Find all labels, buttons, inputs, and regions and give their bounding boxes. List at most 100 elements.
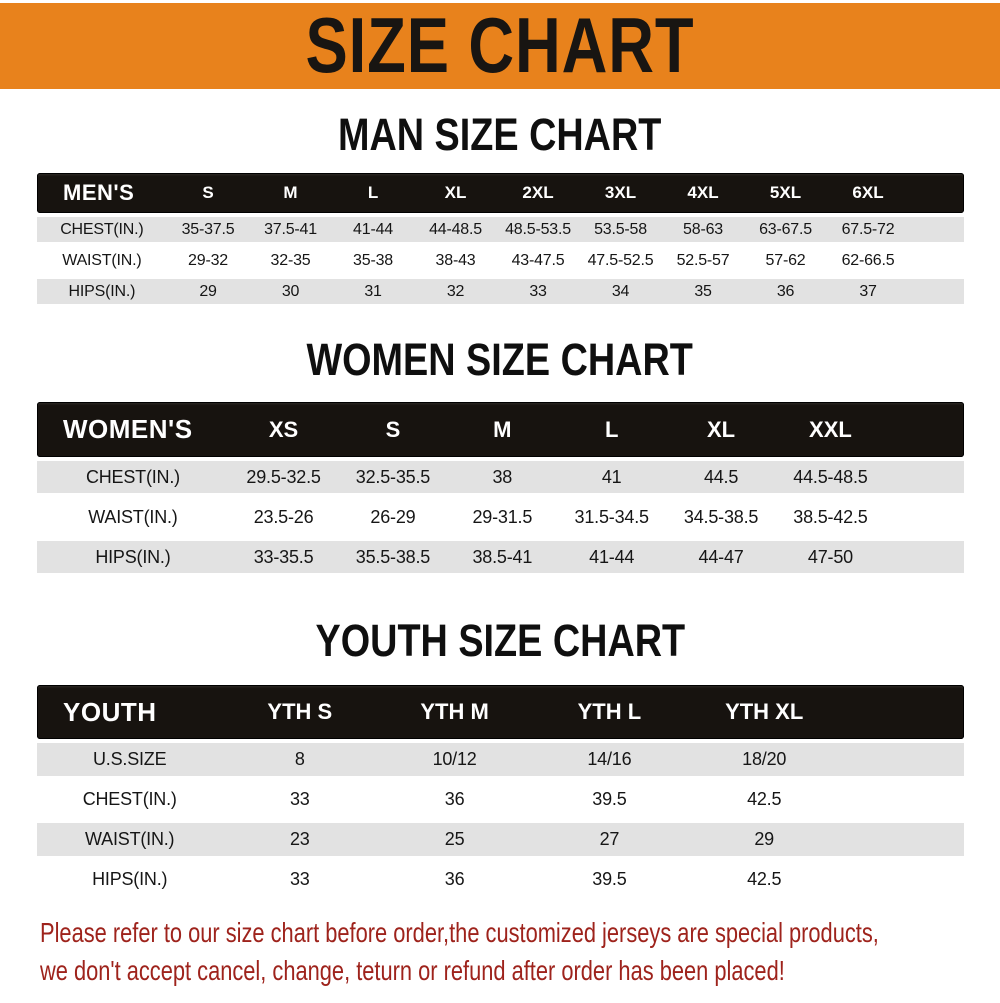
row-label: U.S.SIZE: [92, 749, 167, 769]
row-label: CHEST(IN.): [85, 466, 180, 487]
size-column-header: L: [604, 416, 619, 442]
youth-header-label: YOUTH: [63, 696, 157, 727]
size-column-header: 6XL: [852, 183, 884, 202]
size-value-cell: 27: [599, 829, 620, 849]
size-value-cell: 38.5-42.5: [793, 506, 868, 527]
size-value-cell: 44.5: [703, 466, 739, 487]
size-value-cell: 32-35: [270, 251, 311, 269]
mens-table-rows: CHEST(IN.) 35-37.5 37.5-41 41-44 44-48.5 48.5…: [37, 217, 964, 304]
women-section-title-text: WOMEN SIZE CHART: [306, 334, 694, 385]
size-value-cell: 63-67.5: [759, 220, 812, 238]
size-value-cell: 37.5-41: [264, 220, 317, 238]
size-value-cell: 38.5-41: [472, 546, 533, 567]
banner: SIZE CHART: [0, 3, 1000, 89]
size-column-header: YTH L: [577, 699, 642, 724]
mens-header-label: MEN'S: [63, 180, 135, 205]
size-value-cell: 35-38: [353, 251, 393, 269]
size-value-cell: 33: [529, 282, 547, 300]
row-label: CHEST(IN.): [60, 220, 144, 238]
size-value-cell: 57-62: [765, 251, 806, 269]
size-value-cell: 25: [444, 829, 465, 849]
mens-table-header-row: MEN'S S M L XL 2XL 3XL 4XL 5XL 6XL: [37, 173, 964, 213]
size-value-cell: 67.5-72: [841, 220, 895, 238]
size-value-cell: 44.5-48.5: [793, 466, 868, 487]
man-section-title: MAN SIZE CHART: [0, 109, 1000, 160]
size-value-cell: 23.5-26: [253, 506, 314, 527]
youth-section-title: YOUTH SIZE CHART: [0, 615, 1000, 666]
size-value-cell: 30: [281, 282, 300, 300]
youth-size-table: YOUTH YTH S YTH M YTH L YTH XL U.S.SIZE 8 10/12…: [37, 685, 964, 896]
size-value-cell: 34: [611, 282, 630, 300]
size-value-cell: 43-47.5: [511, 251, 565, 269]
size-column-header: M: [493, 416, 512, 442]
size-value-cell: 47.5-52.5: [587, 251, 654, 269]
size-value-cell: 47-50: [807, 546, 853, 567]
size-value-cell: 32: [446, 282, 465, 300]
size-value-cell: 58-63: [683, 220, 723, 238]
size-row-waist: WAIST(IN.) 23 25 27 29: [37, 823, 964, 856]
footer-line-2: we don't accept cancel, change, teturn o…: [40, 955, 785, 986]
size-value-cell: 38-43: [435, 251, 476, 269]
size-value-cell: 29-31.5: [472, 506, 533, 527]
size-column-header: 2XL: [522, 183, 554, 202]
size-value-cell: 33-35.5: [253, 546, 314, 567]
size-value-cell: 36: [444, 789, 465, 809]
size-column-header: M: [283, 183, 298, 202]
row-label: CHEST(IN.): [82, 789, 177, 809]
size-row-waist: WAIST(IN.) 29-32 32-35 35-38 38-43 43-47.5 47.…: [37, 248, 964, 273]
youth-section-title-text: YOUTH SIZE CHART: [315, 615, 685, 666]
size-value-cell: 29-32: [188, 251, 228, 269]
size-value-cell: 41: [601, 466, 622, 487]
row-label: WAIST(IN.): [62, 251, 142, 269]
size-value-cell: 29: [199, 282, 217, 300]
size-value-cell: 62-66.5: [841, 251, 895, 269]
size-value-cell: 10/12: [432, 749, 477, 769]
size-value-cell: 39.5: [592, 869, 627, 889]
men-size-table: MEN'S S M L XL 2XL 3XL 4XL 5XL 6XL CHEST(IN.) 35-37…: [37, 173, 964, 304]
man-section-title-text: MAN SIZE CHART: [338, 109, 662, 160]
size-value-cell: 37: [859, 282, 877, 300]
youth-table-rows: U.S.SIZE 8 10/12 14/16 18/20 CHEST(IN.) 33 36 39…: [37, 743, 964, 896]
size-value-cell: 23: [289, 829, 310, 849]
size-value-cell: 33: [289, 789, 310, 809]
womens-table-rows: CHEST(IN.) 29.5-32.5 32.5-35.5 38 41 44.5 44.5…: [37, 461, 964, 573]
youth-table-header-row: YOUTH YTH S YTH M YTH L YTH XL: [37, 685, 964, 739]
row-label: HIPS(IN.): [92, 869, 168, 889]
size-value-cell: 52.5-57: [676, 251, 730, 269]
size-value-cell: 26-29: [370, 506, 416, 527]
size-column-header: XXL: [809, 416, 852, 442]
banner-title: SIZE CHART: [305, 2, 695, 90]
size-chart-image: SIZE CHART MAN SIZE CHART MEN'S S M L XL 2XL 3…: [0, 3, 1000, 1003]
size-value-cell: 35-37.5: [181, 220, 235, 238]
size-row-chest: CHEST(IN.) 35-37.5 37.5-41 41-44 44-48.5 48.5…: [37, 217, 964, 242]
footer-disclaimer: Please refer to our size chart before or…: [0, 914, 1000, 990]
size-value-cell: 39.5: [592, 789, 627, 809]
size-column-header: 4XL: [687, 183, 719, 202]
size-column-header: S: [385, 416, 401, 442]
row-label: WAIST(IN.): [88, 506, 178, 527]
size-value-cell: 31.5-34.5: [574, 506, 649, 527]
size-column-header: YTH XL: [725, 699, 804, 724]
size-column-header: XL: [707, 416, 736, 442]
size-value-cell: 48.5-53.5: [505, 220, 571, 238]
size-row-ussize: U.S.SIZE 8 10/12 14/16 18/20: [37, 743, 964, 776]
size-value-cell: 29.5-32.5: [246, 466, 321, 487]
size-value-cell: 33: [289, 869, 310, 889]
size-value-cell: 53.5-58: [594, 220, 647, 238]
size-value-cell: 8: [294, 749, 305, 769]
size-value-cell: 42.5: [747, 789, 782, 809]
women-section-title: WOMEN SIZE CHART: [0, 334, 1000, 385]
size-value-cell: 42.5: [747, 869, 782, 889]
size-value-cell: 35.5-38.5: [355, 546, 431, 567]
size-column-header: 3XL: [604, 183, 637, 202]
size-value-cell: 38: [492, 466, 513, 487]
row-label: WAIST(IN.): [85, 829, 175, 849]
size-column-header: XS: [268, 416, 299, 442]
size-row-waist: WAIST(IN.) 23.5-26 26-29 29-31.5 31.5-34.5 34…: [37, 501, 964, 533]
size-column-header: S: [202, 183, 214, 202]
womens-table-header-row: WOMEN'S XS S M L XL XXL: [37, 402, 964, 457]
womens-header-label: WOMEN'S: [63, 414, 193, 444]
size-value-cell: 14/16: [587, 749, 632, 769]
size-value-cell: 41-44: [589, 546, 635, 567]
size-row-chest: CHEST(IN.) 29.5-32.5 32.5-35.5 38 41 44.5 44.5…: [37, 461, 964, 493]
